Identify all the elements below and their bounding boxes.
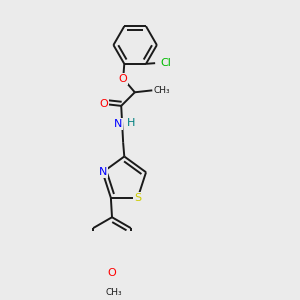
Text: N: N [98,167,107,177]
Text: CH₃: CH₃ [153,86,170,95]
Text: N: N [114,119,122,129]
Text: CH₃: CH₃ [106,288,123,297]
Text: Cl: Cl [161,58,172,68]
Text: O: O [119,74,128,84]
Text: H: H [127,118,136,128]
Text: S: S [134,193,141,203]
Text: O: O [99,99,108,109]
Text: O: O [108,268,116,278]
